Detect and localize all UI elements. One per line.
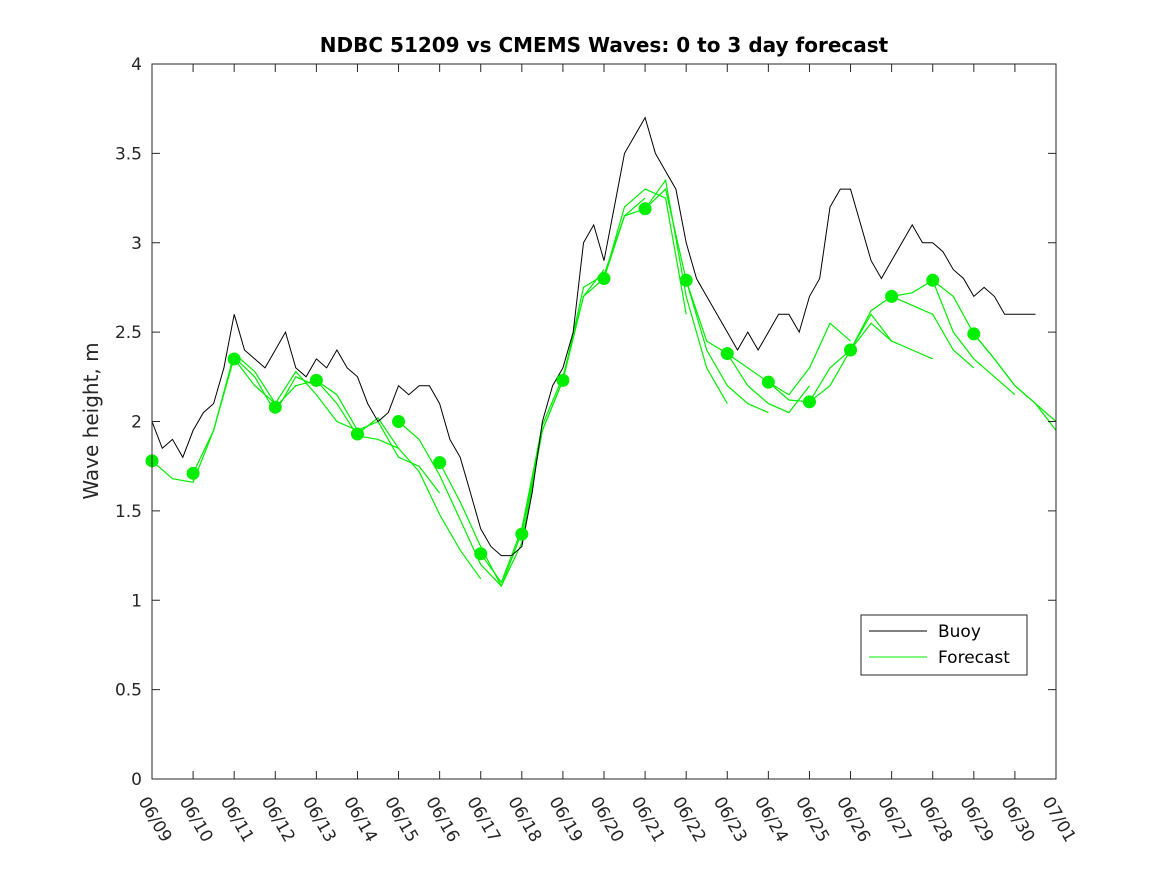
forecast-line [685, 280, 810, 414]
forecast-marker [515, 527, 529, 541]
y-tick-label: 1.5 [115, 502, 142, 522]
forecast-marker [802, 395, 816, 409]
forecast-line [562, 188, 687, 381]
x-tick-label: 06/28 [914, 794, 956, 846]
x-tick-label: 06/27 [873, 794, 915, 846]
buoy-series [151, 116, 1036, 557]
x-tick-label: 06/20 [586, 794, 628, 846]
y-axis-label: Wave height, m [79, 342, 103, 499]
forecast-line [891, 279, 1016, 396]
forecast-marker [433, 456, 447, 470]
x-tick-label: 06/13 [298, 794, 340, 846]
forecast-line [603, 178, 728, 404]
y-tick-label: 2.5 [115, 323, 142, 343]
forecast-line [274, 379, 399, 449]
forecast-marker [556, 373, 570, 387]
forecast-marker [967, 327, 981, 341]
forecast-series [151, 178, 1057, 588]
y-tick-label: 1 [131, 591, 142, 611]
forecast-marker [638, 202, 652, 216]
legend-box [860, 614, 1028, 676]
x-tick-label: 06/25 [791, 794, 833, 846]
y-tick-label: 0 [131, 770, 142, 790]
forecast-line [808, 313, 933, 403]
forecast-marker [679, 273, 693, 287]
forecast-marker [309, 373, 323, 387]
forecast-marker [186, 466, 200, 480]
forecast-marker [844, 343, 858, 357]
x-tick-label: 06/11 [216, 794, 258, 846]
forecast-line [849, 295, 975, 369]
forecast-marker [392, 415, 406, 428]
forecast-marker [720, 347, 734, 361]
forecast-line [233, 358, 358, 431]
y-axis: 0 0.5 1 1.5 2 2.5 3 3.5 4 [115, 55, 1056, 790]
forecast-marker [597, 272, 611, 285]
forecast-line [357, 417, 482, 580]
x-tick-label: 06/16 [421, 794, 463, 846]
x-tick-label: 06/15 [380, 794, 422, 846]
x-tick-label: 06/24 [750, 794, 792, 846]
forecast-marker [885, 289, 899, 303]
x-tick-label: 06/14 [339, 794, 381, 846]
forecast-marker [926, 273, 940, 287]
forecast-marker [268, 400, 282, 414]
forecast-line [644, 187, 769, 414]
forecast-line [973, 333, 1057, 422]
x-tick-label: 06/19 [545, 794, 587, 846]
x-tick-label: 06/12 [257, 794, 299, 846]
x-tick-label: 06/22 [668, 794, 710, 846]
forecast-marker [761, 375, 775, 389]
forecast-start-markers [145, 202, 981, 561]
x-tick-label: 06/23 [709, 794, 751, 846]
y-tick-label: 0.5 [115, 681, 142, 701]
x-tick-label: 06/30 [997, 794, 1039, 846]
x-tick-label: 06/26 [832, 794, 874, 846]
forecast-marker [350, 427, 364, 441]
forecast-line [726, 322, 851, 396]
forecast-marker [474, 547, 488, 561]
x-tick-label: 06/21 [627, 794, 669, 846]
x-tick-label: 06/09 [134, 794, 176, 846]
legend: Buoy Forecast [860, 614, 1028, 676]
legend-label-forecast: Forecast [938, 648, 1010, 668]
y-tick-label: 2 [131, 413, 142, 433]
x-tick-label: 07/01 [1038, 794, 1080, 846]
legend-label-buoy: Buoy [938, 622, 981, 642]
x-tick-label: 06/18 [503, 794, 545, 846]
x-tick-label: 06/29 [955, 794, 997, 846]
buoy-line [151, 116, 1036, 557]
forecast-line [768, 322, 892, 403]
chart-title: NDBC 51209 vs CMEMS Waves: 0 to 3 day fo… [320, 33, 889, 57]
forecast-line [192, 356, 317, 474]
y-tick-label: 3.5 [115, 144, 142, 164]
x-tick-label: 06/17 [462, 794, 504, 846]
y-tick-label: 3 [131, 234, 142, 254]
y-tick-label: 4 [131, 55, 142, 75]
x-tick-label: 06/10 [175, 794, 217, 846]
forecast-marker [227, 352, 241, 366]
